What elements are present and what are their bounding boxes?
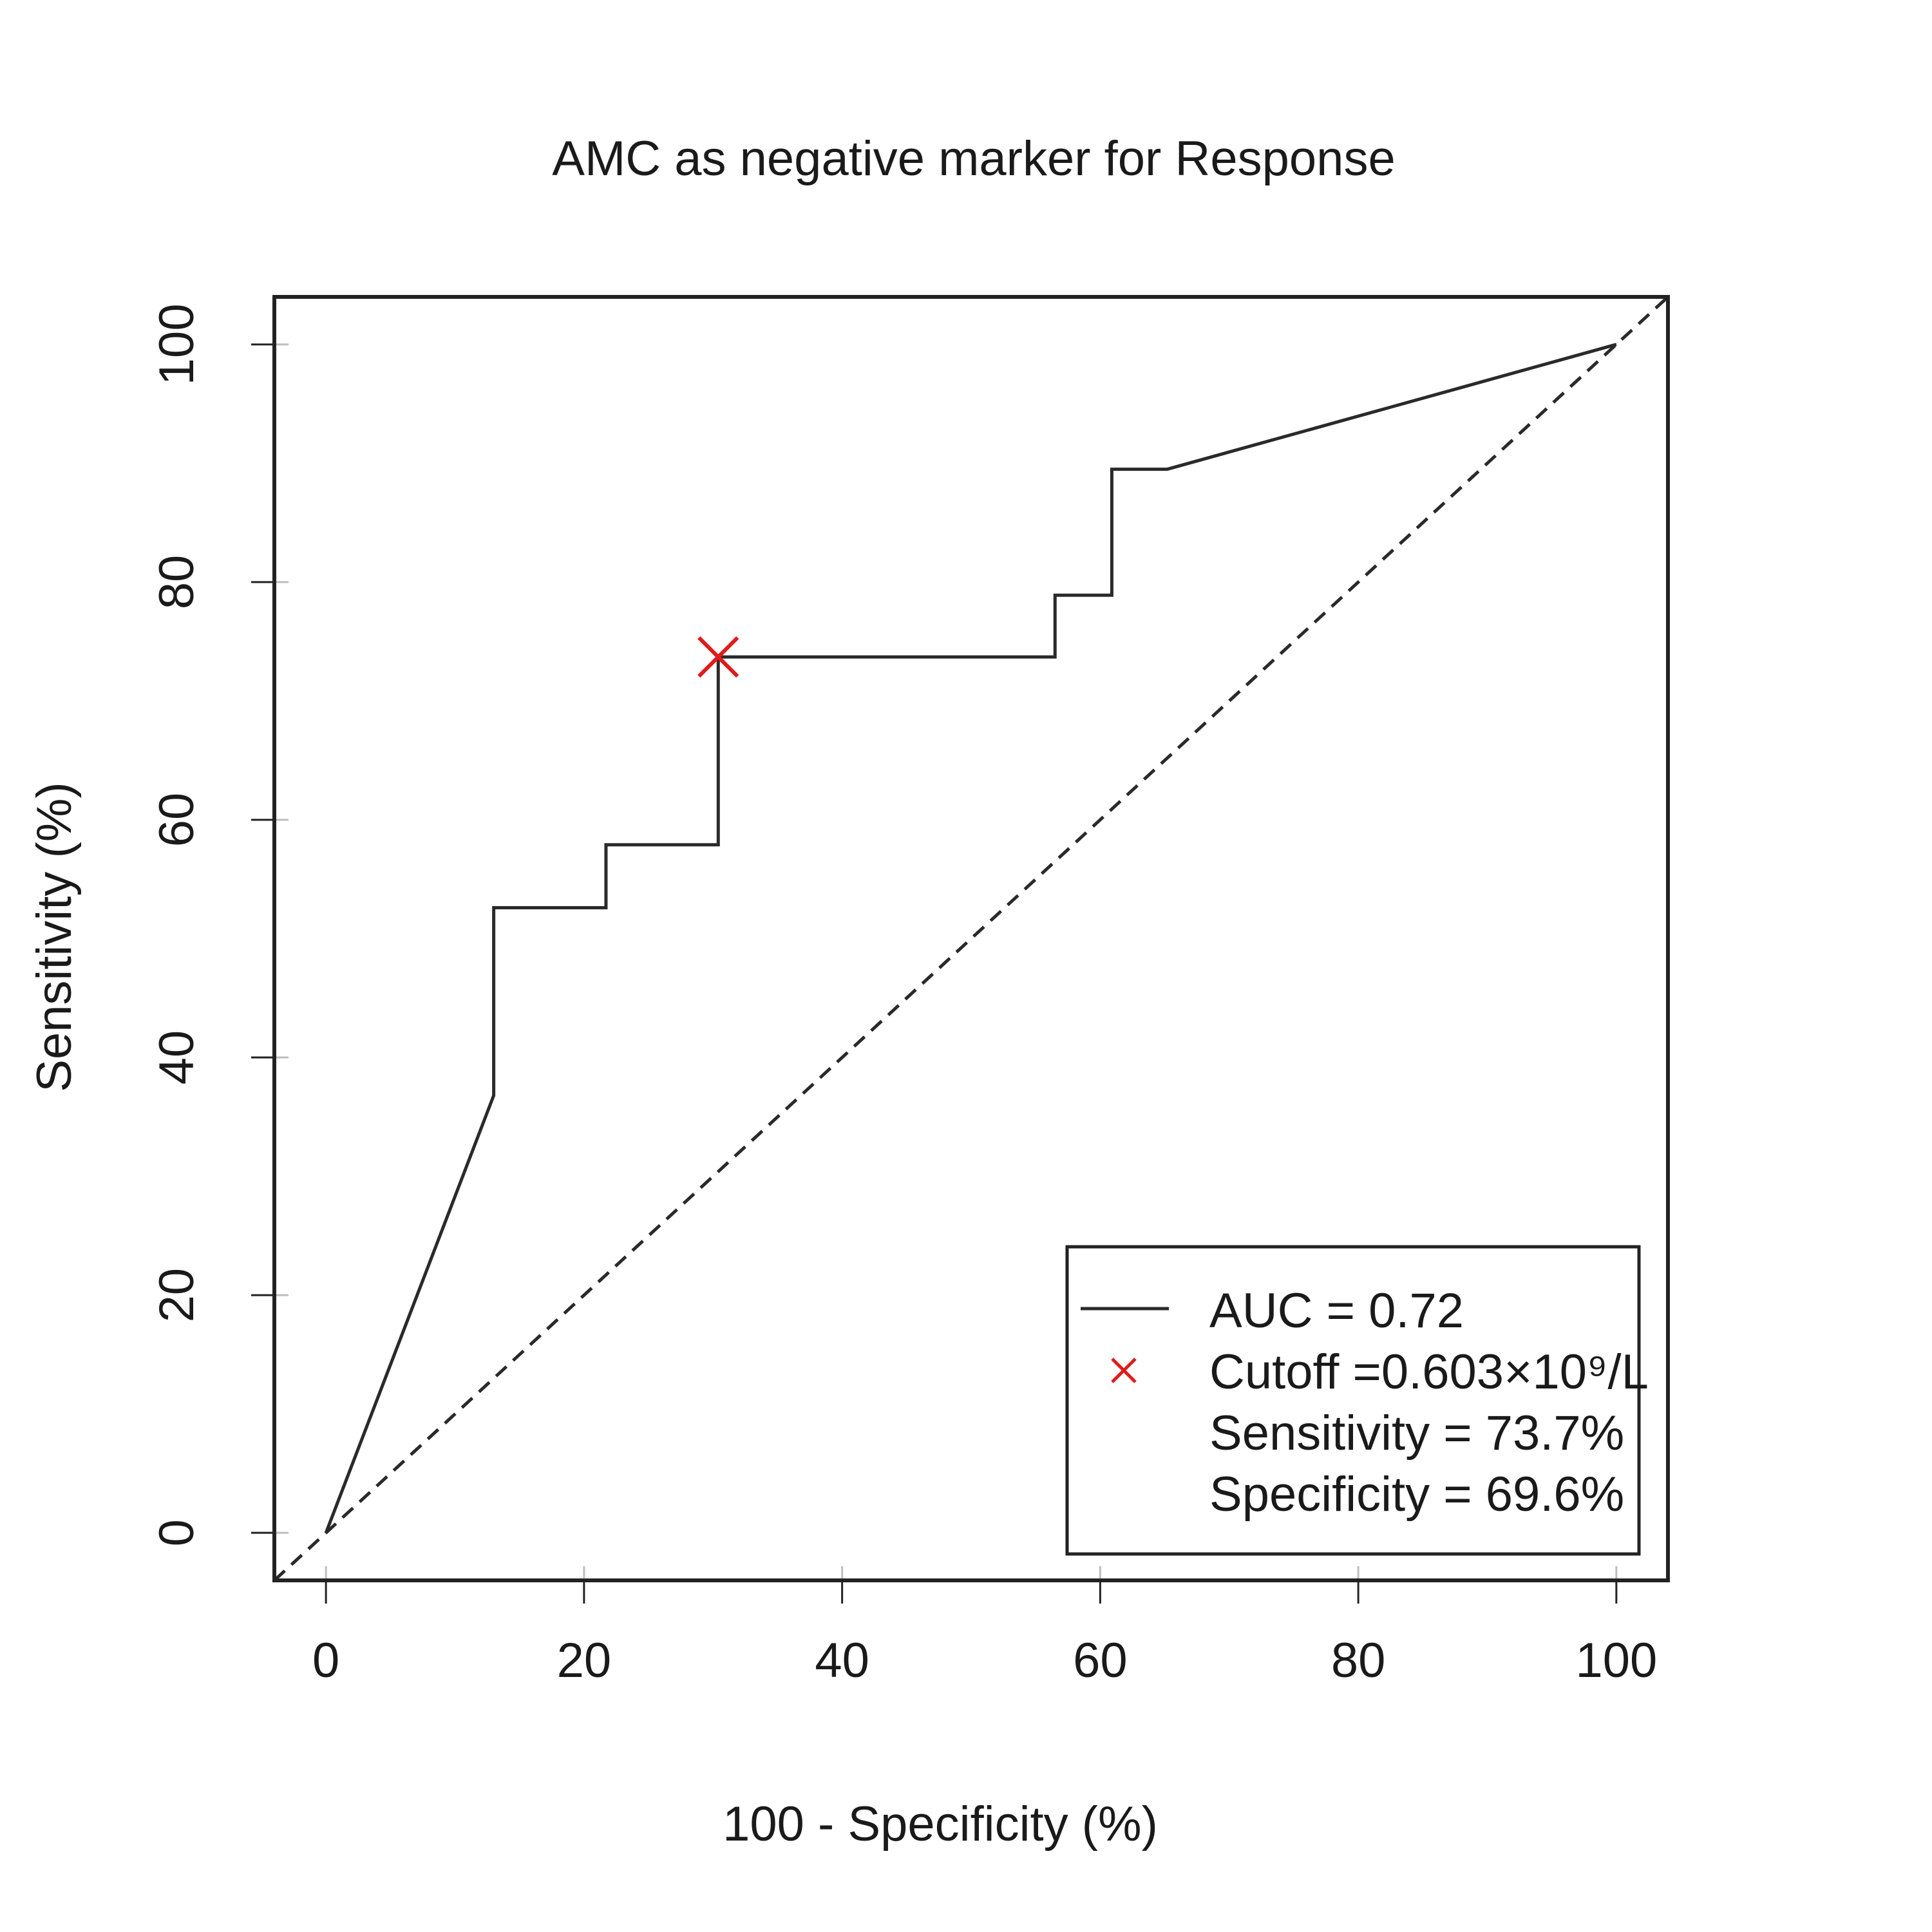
- reference-diagonal-line: [273, 296, 1669, 1582]
- legend-x-symbol: [1111, 1358, 1137, 1383]
- x-tick-label: 100: [1575, 1633, 1657, 1688]
- cutoff-point-marker: [697, 636, 739, 678]
- reference-line-layer: [273, 296, 1669, 1582]
- legend-box: [1065, 1245, 1641, 1556]
- cutoff-layer: [697, 636, 739, 678]
- y-tick-label: 80: [149, 555, 204, 610]
- legend-item-cutoff: Cutoff =0.603×10⁹/L: [1209, 1345, 1649, 1399]
- legend: AUC = 0.72 Cutoff =0.603×10⁹/L Sensitivi…: [1065, 1245, 1649, 1556]
- x-tick-label: 0: [312, 1633, 339, 1688]
- plot-frame: [272, 295, 1670, 1582]
- y-tick-label: 40: [149, 1030, 204, 1085]
- y-tick-label: 20: [149, 1268, 204, 1323]
- y-axis-label: Sensitivity (%): [27, 782, 82, 1092]
- gridlines: [274, 343, 1618, 1580]
- x-tick-label: 60: [1073, 1633, 1128, 1688]
- legend-item-sensitivity: Sensitivity = 73.7%: [1209, 1406, 1624, 1461]
- x-tick-label: 20: [557, 1633, 612, 1688]
- legend-item-auc: AUC = 0.72: [1209, 1283, 1464, 1338]
- y-tick-label: 60: [149, 793, 204, 848]
- y-tick-label: 100: [149, 303, 204, 385]
- x-tick-label: 80: [1331, 1633, 1386, 1688]
- y-tick-label: 0: [149, 1519, 204, 1546]
- x-tick-label: 40: [815, 1633, 869, 1688]
- chart-title: AMC as negative marker for Response: [552, 131, 1395, 186]
- x-axis: 0 20 40 60 80 100: [312, 1580, 1657, 1688]
- legend-item-specificity: Specificity = 69.6%: [1209, 1467, 1624, 1522]
- x-axis-label: 100 - Specificity (%): [723, 1797, 1158, 1852]
- y-axis: 0 20 40 60 80 100: [149, 303, 274, 1546]
